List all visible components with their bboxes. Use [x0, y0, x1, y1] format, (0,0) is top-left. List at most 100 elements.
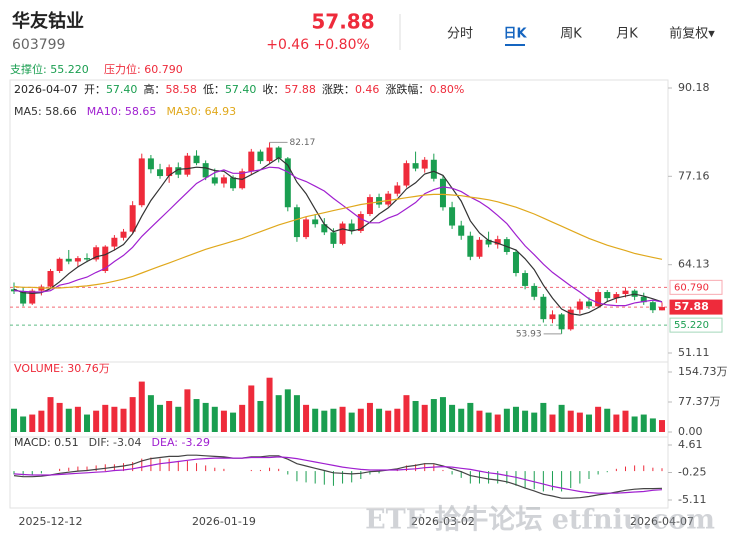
volume-bar [266, 377, 273, 432]
volume-bar [257, 400, 264, 432]
volume-bar [321, 410, 328, 432]
tab[interactable]: 周K [560, 27, 582, 42]
volume-bar [147, 395, 154, 432]
info-label: 低： [203, 83, 225, 96]
candle-body [357, 214, 364, 231]
info-value: 0.80% [429, 83, 464, 96]
candle-body [56, 258, 63, 271]
support-label: 支撑位: 55.220 [10, 62, 89, 76]
volume-bar [29, 414, 36, 432]
volume-bar [120, 408, 127, 432]
info-label: 收： [262, 82, 284, 96]
volume-bar [531, 412, 538, 432]
candle-body [339, 223, 346, 244]
legend-entry: DEA: -3.29 [152, 436, 210, 449]
volume-bar [166, 400, 173, 432]
tab[interactable]: 分时 [447, 27, 473, 42]
candle-body [157, 169, 164, 177]
volume-bar [65, 408, 72, 432]
volume-bar [467, 402, 474, 432]
y-tick-label: 64.13 [678, 258, 710, 271]
candle-body [604, 292, 611, 299]
y-tick-label: 4.61 [678, 438, 703, 451]
candle-body [111, 237, 118, 247]
volume-bar [239, 404, 246, 432]
candle-body [376, 197, 383, 205]
volume-bar [330, 408, 337, 432]
volume-bar [339, 406, 346, 432]
volume-bar [430, 399, 437, 432]
level-tag [669, 299, 723, 315]
volume-bar [403, 395, 410, 432]
level-label: 57.88 [674, 300, 709, 313]
price: 57.88 [311, 10, 374, 34]
legend-entry: MACD: 0.51 [14, 436, 79, 449]
level-label: 60.790 [674, 282, 709, 293]
macd-line [13, 456, 663, 494]
candle-body [467, 235, 474, 257]
candle-body [93, 247, 100, 260]
candle-body [184, 155, 191, 175]
adjust-dropdown[interactable]: 前复权▾ [669, 26, 715, 42]
candle-body [257, 151, 264, 162]
candle-body [512, 252, 519, 274]
pressure-label: 压力位: 60.790 [104, 62, 183, 76]
candle-body [175, 167, 182, 175]
info-value: 57.40 [225, 83, 257, 96]
candle-body [29, 290, 36, 304]
candle-body [275, 147, 282, 159]
candle-body [120, 231, 127, 238]
volume-bar [439, 397, 446, 432]
volume-bar [494, 414, 501, 432]
volume-bar [449, 404, 456, 432]
candle-body [421, 159, 428, 169]
volume-bar [275, 395, 282, 432]
x-tick-label: 2026-04-07 [630, 515, 694, 528]
candle-body [558, 314, 565, 330]
volume-bar [74, 406, 81, 432]
volume-bar [47, 397, 54, 432]
volume-bar [20, 416, 27, 432]
info-label: 2026-04-07 [14, 83, 78, 96]
plot-layer: 90.18 77.16 64.13 51.11 60.790 57.88 55.220 82.… [10, 81, 728, 528]
info-label: 涨跌： [322, 82, 355, 96]
volume-bar [220, 410, 227, 432]
volume-bar [38, 410, 45, 432]
legend-entry: DIF: -3.04 [89, 436, 142, 449]
tab-active[interactable]: 日K [503, 27, 527, 42]
stock-name: 华友钴业 [12, 10, 84, 32]
candle-body [38, 286, 45, 291]
candle-body [659, 307, 665, 311]
candle-body [503, 239, 510, 253]
candle-body [531, 285, 538, 297]
candle-body [494, 239, 501, 245]
ma-line [13, 166, 663, 307]
x-tick-label: 2025-12-12 [19, 515, 83, 528]
candle-body [321, 224, 328, 233]
tab[interactable]: 月K [616, 27, 638, 42]
volume-bar [138, 381, 145, 432]
volume-bar [485, 412, 492, 432]
info-label: 高： [143, 82, 165, 96]
legend-entry: MA30: 64.93 [166, 105, 236, 118]
candle-body [74, 258, 81, 262]
watermark: ETF 拾牛论坛 etfniu.com [365, 505, 715, 536]
y-tick-label: 154.73万 [678, 365, 728, 378]
low-annotation: 53.93 [516, 329, 542, 339]
candle-body [439, 178, 446, 208]
candle-body [595, 292, 602, 307]
candle-body [430, 159, 437, 179]
candle-body [129, 205, 136, 232]
volume-bar [567, 410, 574, 432]
volume-bar [595, 406, 602, 432]
volume-bar [649, 418, 656, 432]
candle-body [412, 163, 419, 169]
volume-bar [284, 389, 291, 432]
stock-code: 603799 [12, 37, 65, 53]
info-value: 0.46 [355, 83, 380, 96]
level-label: 55.220 [674, 320, 709, 331]
volume-bar [211, 406, 218, 432]
candle-body [47, 270, 54, 287]
